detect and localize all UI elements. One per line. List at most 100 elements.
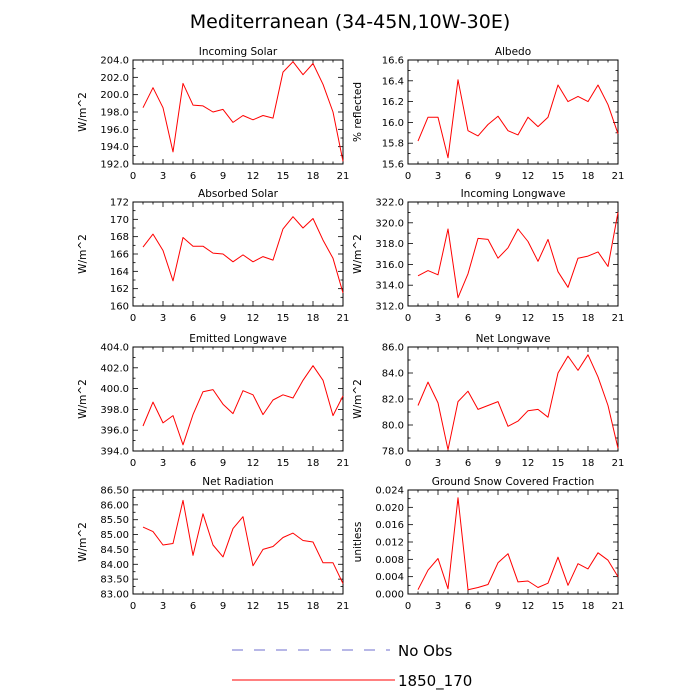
series-line-1850-170 [417,212,619,299]
y-tick-label: 404.0 [100,343,129,354]
y-axis-label: W/m^2 [352,234,364,274]
y-tick-label: 318.0 [375,239,404,250]
y-tick-label: 196.0 [100,125,129,136]
y-tick-label: 0.024 [375,486,404,497]
y-axis-label: W/m^2 [352,379,364,419]
y-tick-label: 0.004 [375,572,404,583]
x-tick-label: 0 [130,171,136,182]
plot-frame [407,201,619,307]
x-tick-label: 3 [160,458,166,469]
x-tick-label: 12 [522,601,535,612]
y-tick-label: 16.4 [382,76,404,87]
x-tick-label: 3 [160,601,166,612]
x-tick-label: 15 [277,313,290,324]
series-line-1850-170 [142,365,344,446]
y-tick-label: 398.0 [100,405,129,416]
y-tick-label: 80.0 [382,421,404,432]
x-tick-label: 15 [552,313,565,324]
y-tick-label: 316.0 [375,260,404,271]
x-tick-label: 6 [465,601,471,612]
y-tick-label: 0.012 [375,538,404,549]
y-tick-label: 166 [110,250,129,261]
panel-title: Albedo [495,46,531,58]
x-tick-label: 21 [612,313,625,324]
panel-title: Net Radiation [202,476,273,488]
plot-frame [407,59,619,165]
x-tick-label: 6 [190,458,196,469]
y-axis-label: W/m^2 [77,522,89,562]
x-tick-label: 18 [307,601,320,612]
x-tick-label: 12 [247,171,260,182]
x-tick-label: 18 [582,601,595,612]
x-tick-label: 9 [220,458,226,469]
legend-label-1850-170: 1850_170 [398,672,472,691]
x-tick-label: 15 [277,458,290,469]
x-tick-label: 12 [522,313,535,324]
x-tick-label: 12 [522,458,535,469]
y-tick-label: 200.0 [100,90,129,101]
series-line-1850-170 [417,497,619,591]
y-tick-label: 320.0 [375,218,404,229]
y-tick-label: 84.50 [100,545,129,556]
x-tick-label: 18 [307,171,320,182]
y-tick-label: 314.0 [375,281,404,292]
y-tick-label: 194.0 [100,142,129,153]
y-tick-label: 168 [110,232,129,243]
x-tick-label: 3 [435,313,441,324]
y-tick-label: 83.50 [100,575,129,586]
x-tick-label: 18 [582,313,595,324]
y-tick-label: 396.0 [100,426,129,437]
x-tick-label: 0 [405,313,411,324]
panel-title: Incoming Solar [199,46,278,58]
x-tick-label: 18 [582,171,595,182]
y-tick-label: 78.0 [382,447,404,458]
y-tick-label: 16.6 [382,56,404,67]
figure-title: Mediterranean (34-45N,10W-30E) [190,11,510,33]
y-tick-label: 192.0 [100,160,129,171]
x-tick-label: 3 [435,601,441,612]
x-tick-label: 6 [465,458,471,469]
y-tick-label: 83.00 [100,590,129,601]
y-tick-label: 15.6 [382,160,404,171]
x-tick-label: 0 [130,313,136,324]
x-tick-label: 9 [495,171,501,182]
x-tick-label: 21 [337,458,350,469]
y-tick-label: 86.0 [382,343,404,354]
x-tick-label: 6 [190,601,196,612]
y-tick-label: 0.020 [375,503,404,514]
x-tick-label: 21 [337,313,350,324]
y-tick-label: 84.0 [382,369,404,380]
y-axis-label: W/m^2 [77,92,89,132]
y-axis-label: % reflected [352,82,364,142]
x-tick-label: 3 [160,171,166,182]
x-tick-label: 9 [220,601,226,612]
y-tick-label: 86.00 [100,500,129,511]
y-tick-label: 202.0 [100,73,129,84]
x-tick-label: 15 [277,171,290,182]
y-tick-label: 0.008 [375,555,404,566]
x-tick-label: 12 [247,601,260,612]
series-line-1850-170 [142,216,344,294]
y-tick-label: 322.0 [375,198,404,209]
x-tick-label: 3 [435,171,441,182]
x-tick-label: 21 [612,171,625,182]
x-tick-label: 18 [307,458,320,469]
y-tick-label: 16.0 [382,118,404,129]
panel-incoming-solar: Incoming Solar W/m^2 0 3 6 9 12 15 18 21 192.0 194.… [77,46,349,182]
y-axis-label: W/m^2 [77,379,89,419]
panel-ground-snow-covered-fraction: Ground Snow Covered Fraction unitless 0 3 6 9… [352,476,624,612]
legend-label-no-obs: No Obs [398,642,452,660]
y-tick-label: 84.00 [100,560,129,571]
x-tick-label: 15 [552,171,565,182]
x-tick-label: 0 [405,458,411,469]
y-tick-label: 312.0 [375,302,404,313]
panel-title: Ground Snow Covered Fraction [432,476,595,488]
y-tick-label: 15.8 [382,139,404,150]
panel-title: Emitted Longwave [189,333,287,345]
series-line-1850-170 [417,354,619,451]
x-tick-label: 9 [495,313,501,324]
panel-net-longwave: Net Longwave W/m^2 0 3 6 9 12 15 18 21 78.0 80.0 82.… [352,333,624,469]
y-tick-label: 82.0 [382,395,404,406]
y-tick-label: 198.0 [100,108,129,119]
